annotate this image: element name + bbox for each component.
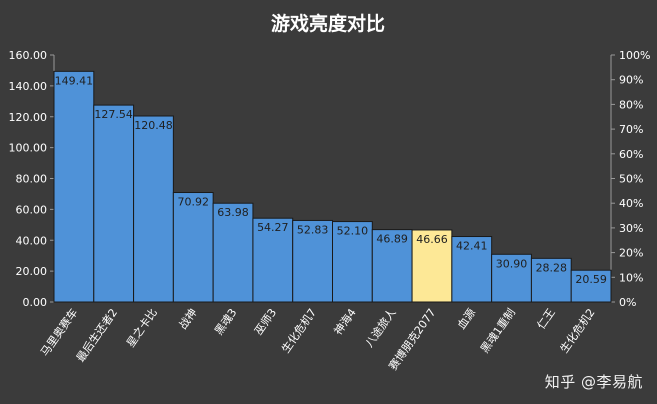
x-tick-label: 星之卡比	[123, 306, 160, 350]
data-label: 42.41	[456, 240, 488, 253]
x-tick-label: 最后生还者2	[73, 306, 120, 365]
bar-2	[93, 104, 135, 303]
y-tick-label: 160.00	[9, 49, 48, 62]
data-label: 28.28	[536, 261, 568, 274]
y2-tick-label: 10%	[619, 271, 643, 284]
y2-tick-label: 90%	[619, 74, 643, 87]
data-label: 30.90	[496, 257, 528, 270]
y2-tick-label: 40%	[619, 197, 643, 210]
x-tick-label: 生化危机7	[278, 306, 319, 356]
data-label: 46.89	[376, 233, 408, 246]
y2-tick-label: 100%	[619, 49, 650, 62]
x-tick-label: 巫师3	[252, 306, 279, 337]
bar-8	[332, 221, 373, 303]
bar-14	[570, 269, 612, 303]
bar-6	[252, 217, 294, 303]
bar-12	[491, 253, 532, 303]
data-label: 52.10	[337, 225, 369, 238]
y2-tick-label: 60%	[619, 148, 643, 161]
bar-4	[172, 192, 214, 303]
bar-10	[411, 229, 453, 303]
y-tick-label: 60.00	[16, 203, 48, 216]
y2-tick-label: 20%	[619, 247, 643, 260]
data-label: 127.54	[94, 108, 133, 121]
x-tick-label: 仁王	[535, 306, 558, 331]
y-tick-label: 120.00	[9, 111, 48, 124]
y2-tick-label: 0%	[619, 296, 636, 309]
data-label: 120.48	[134, 119, 173, 132]
y2-tick-label: 70%	[619, 123, 643, 136]
y2-tick-label: 80%	[619, 98, 643, 111]
x-tick-label: 血源	[454, 306, 478, 332]
chart-title: 游戏亮度对比	[271, 12, 385, 35]
data-label: 20.59	[575, 273, 607, 286]
y-tick-label: 100.00	[9, 142, 48, 155]
bar-1	[53, 70, 95, 303]
y-tick-label: 140.00	[9, 80, 48, 93]
x-tick-label: 八途旅人	[362, 306, 399, 350]
y-tick-label: 40.00	[16, 234, 48, 247]
data-label: 70.92	[178, 196, 210, 209]
y-tick-label: 20.00	[16, 265, 48, 278]
x-tick-label: 生化危机2	[557, 306, 598, 356]
x-tick-label: 黑魂1重制	[477, 306, 518, 356]
data-label: 63.98	[217, 206, 249, 219]
y-tick-label: 80.00	[16, 173, 48, 186]
x-tick-label: 马里奥赛车	[37, 306, 80, 359]
watermark-text: 知乎 @李易航	[544, 373, 643, 391]
bar-3	[133, 115, 174, 303]
y-tick-label: 0.00	[23, 296, 48, 309]
data-label: 54.27	[257, 221, 289, 234]
bar-9	[371, 229, 413, 303]
y2-tick-label: 50%	[619, 173, 643, 186]
data-label: 46.66	[416, 233, 448, 246]
x-tick-label: 战神	[176, 306, 200, 332]
y2-tick-label: 30%	[619, 222, 643, 235]
bar-11	[451, 236, 493, 303]
data-label: 149.41	[55, 74, 94, 87]
x-tick-label: 神海4	[331, 306, 359, 338]
bar-5	[212, 202, 254, 303]
data-label: 52.83	[297, 223, 329, 236]
x-tick-label: 黑魂3	[212, 306, 239, 337]
bar-7	[292, 219, 334, 303]
